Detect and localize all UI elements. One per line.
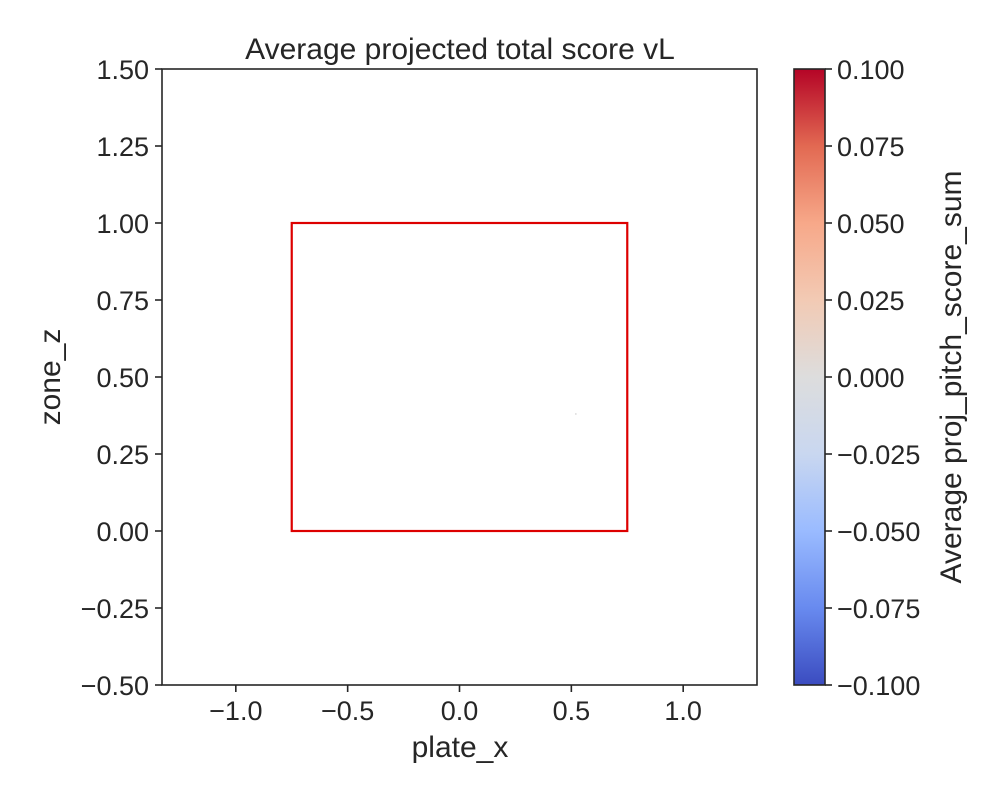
colorbar-tick-label: −0.100	[837, 671, 920, 701]
y-axis: −0.50 −0.25 0.00 0.25 0.50 0.75 1.00 1.25 1.50	[81, 55, 162, 701]
colorbar	[793, 68, 826, 686]
x-tick-label: 0.0	[441, 696, 479, 726]
y-tick-label: 1.25	[96, 132, 149, 162]
colorbar-tick-label: 0.075	[837, 132, 905, 162]
chart-title: Average projected total score vL	[245, 33, 675, 66]
strike-zone	[290, 221, 629, 533]
x-axis-label: plate_x	[412, 731, 509, 764]
y-tick-label: 0.50	[96, 363, 149, 393]
colorbar-tick-label: −0.025	[837, 440, 920, 470]
x-tick-label: −0.5	[321, 696, 374, 726]
colorbar-axis: −0.100 −0.075 −0.050 −0.025 0.000 0.025 0.050 0…	[825, 55, 920, 701]
colorbar-tick-label: 0.025	[837, 286, 905, 316]
x-tick-label: −1.0	[209, 696, 262, 726]
heatmap-cell	[575, 413, 577, 415]
colorbar-tick-label: −0.075	[837, 594, 920, 624]
x-tick-label: 1.0	[664, 696, 702, 726]
colorbar-tick-label: 0.100	[837, 55, 905, 85]
y-tick-label: 0.25	[96, 440, 149, 470]
x-axis: −1.0 −0.5 0.0 0.5 1.0	[209, 685, 702, 726]
x-tick-label: 0.5	[553, 696, 591, 726]
colorbar-tick-label: −0.050	[837, 517, 920, 547]
y-tick-label: 0.75	[96, 286, 149, 316]
colorbar-label: Average proj_pitch_score_sum	[935, 170, 968, 583]
colorbar-tick-label: 0.050	[837, 209, 905, 239]
plot-frame	[161, 68, 758, 686]
y-tick-label: −0.50	[81, 671, 149, 701]
y-tick-label: −0.25	[81, 594, 149, 624]
colorbar-tick-label: 0.000	[837, 363, 905, 393]
y-tick-label: 1.50	[96, 55, 149, 85]
y-tick-label: 1.00	[96, 209, 149, 239]
y-tick-label: 0.00	[96, 517, 149, 547]
y-axis-label: zone_z	[34, 329, 67, 426]
plot-area	[290, 221, 629, 533]
